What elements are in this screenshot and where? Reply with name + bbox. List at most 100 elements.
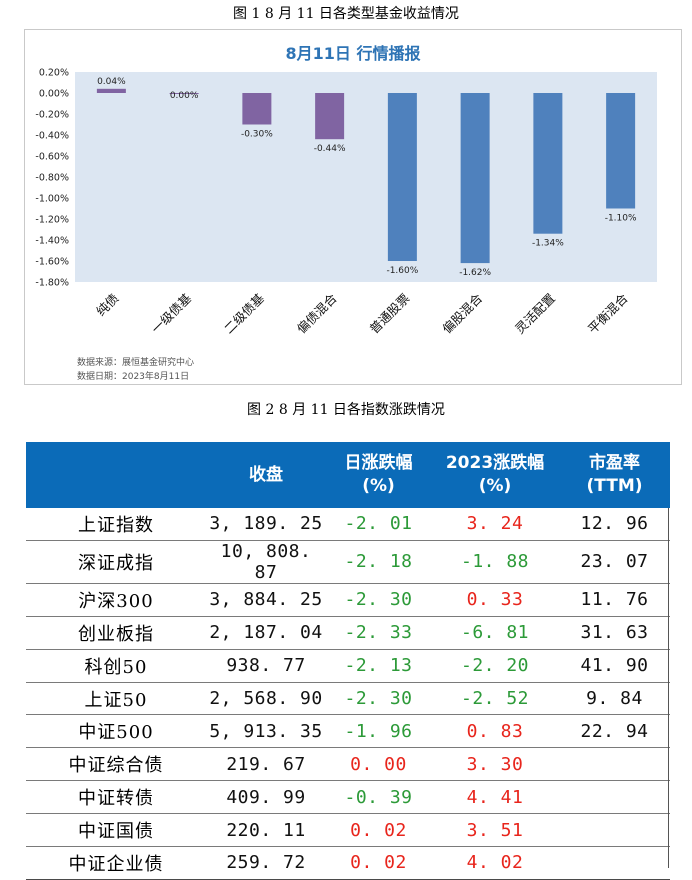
close-value: 259. 72 [206,846,326,880]
index-name: 深证成指 [26,540,206,584]
ytd-change: 3. 51 [431,813,559,848]
data-label: -1.60% [386,266,418,276]
daily-change: -2. 30 [326,583,431,617]
ytd-change: 0. 33 [431,583,559,617]
bar [387,93,417,261]
bar [533,93,563,234]
table-row: 上证50 2, 568. 90 -2. 30 -2. 52 9. 84 [26,682,670,716]
index-name: 科创50 [26,649,206,683]
table-row: 科创50 938. 77 -2. 13 -2. 20 41. 90 [26,649,670,683]
y-tick-label: -1.40% [35,236,69,247]
table-row: 创业板指 2, 187. 04 -2. 33 -6. 81 31. 63 [26,616,670,650]
column-header [26,442,206,508]
y-tick-label: -0.20% [35,110,69,121]
x-tick-label: 平衡混合 [585,290,631,336]
y-tick-label: -1.60% [35,257,69,268]
table-header-row: 收盘 日涨跌幅 (%) 2023涨跌幅 (%) 市盈率 (TTM) [26,442,670,508]
index-table: 收盘 日涨跌幅 (%) 2023涨跌幅 (%) 市盈率 (TTM) 上证指数 3, 189. … [26,442,670,880]
table-row: 中证企业债 259. 72 0. 02 4. 02 [26,846,670,880]
y-tick-label: -0.80% [35,173,69,184]
index-name: 中证转债 [26,780,206,815]
table-right-edge [668,508,669,868]
column-header: 2023涨跌幅 (%) [431,442,559,508]
bar [242,93,272,125]
ytd-change: -2. 20 [431,649,559,683]
chart-source-note: 数据来源：展恒基金研究中心 [77,356,194,368]
close-value: 938. 77 [206,649,326,683]
chart-panel: 8月11日 行情播报 0.20% 0.00% -0.20% -0.40% -0.60% -0… [24,29,682,385]
daily-change: -2. 13 [326,649,431,683]
close-value: 220. 11 [206,813,326,848]
y-tick-label: -0.60% [35,152,69,163]
plot-area [75,72,657,282]
daily-change: 0. 02 [326,846,431,880]
bar [606,93,636,209]
data-label: 0.00% [170,91,199,101]
daily-change: -2. 30 [326,682,431,716]
pe-ratio: 31. 63 [559,616,670,650]
index-name: 中证500 [26,714,206,749]
pe-ratio: 9. 84 [559,682,670,716]
data-label: -0.30% [241,130,273,140]
chart-title: 8月11日 行情播报 [286,44,421,63]
pe-ratio [559,747,670,782]
daily-change: 0. 00 [326,747,431,782]
pe-ratio: 22. 94 [559,714,670,749]
table-row: 沪深300 3, 884. 25 -2. 30 0. 33 11. 76 [26,583,670,617]
bar [315,93,345,140]
x-tick-label: 偏债混合 [294,290,340,336]
pe-ratio [559,813,670,848]
pe-ratio: 23. 07 [559,540,670,584]
bar [460,93,490,264]
ytd-change: 3. 24 [431,508,559,541]
table-row: 深证成指 10, 808. 87 -2. 18 -1. 88 23. 07 [26,540,670,584]
ytd-change: 4. 02 [431,846,559,880]
close-value: 219. 67 [206,747,326,782]
bar-chart: 8月11日 行情播报 0.20% 0.00% -0.20% -0.40% -0.60% -0… [35,44,657,382]
pe-ratio [559,846,670,880]
chart-date-note: 数据日期：2023年8月11日 [77,370,189,382]
y-tick-label: 0.00% [39,89,69,100]
ytd-change: 4. 41 [431,780,559,815]
data-label: 0.04% [97,77,126,87]
figure2-caption: 图 2 8 月 11 日各指数涨跌情况 [247,402,445,418]
close-value: 409. 99 [206,780,326,815]
index-name: 中证企业债 [26,846,206,880]
data-label: -1.10% [605,214,637,224]
column-header: 收盘 [206,442,326,508]
y-tick-label: -1.20% [35,215,69,226]
ytd-change: -2. 52 [431,682,559,716]
y-tick-label: 0.20% [39,68,69,79]
close-value: 5, 913. 35 [206,714,326,749]
figure1-caption: 图 1 8 月 11 日各类型基金收益情况 [233,6,459,22]
column-header: 市盈率 (TTM) [559,442,670,508]
index-name: 沪深300 [26,583,206,617]
x-tick-label: 纯债 [93,291,121,319]
index-name: 中证综合债 [26,747,206,782]
column-header: 日涨跌幅 (%) [326,442,431,508]
close-value: 2, 187. 04 [206,616,326,650]
table-row: 上证指数 3, 189. 25 -2. 01 3. 24 12. 96 [26,508,670,541]
index-name: 上证50 [26,682,206,716]
daily-change: -2. 18 [326,540,431,584]
table-row: 中证国债 220. 11 0. 02 3. 51 [26,813,670,848]
data-label: -0.44% [314,144,346,154]
close-value: 10, 808. 87 [206,540,326,584]
x-tick-label: 灵活配置 [512,291,558,337]
ytd-change: 0. 83 [431,714,559,749]
index-name: 创业板指 [26,616,206,650]
bar [169,93,199,94]
ytd-change: -1. 88 [431,540,559,584]
daily-change: -1. 96 [326,714,431,749]
close-value: 2, 568. 90 [206,682,326,716]
pe-ratio: 41. 90 [559,649,670,683]
x-tick-label: 二级债基 [221,290,267,336]
x-tick-label: 一级债基 [148,290,194,336]
pe-ratio: 11. 76 [559,583,670,617]
pe-ratio [559,780,670,815]
daily-change: -2. 01 [326,508,431,541]
y-tick-label: -1.80% [35,278,69,289]
daily-change: -2. 33 [326,616,431,650]
ytd-change: 3. 30 [431,747,559,782]
x-tick-label: 偏股混合 [439,290,485,336]
